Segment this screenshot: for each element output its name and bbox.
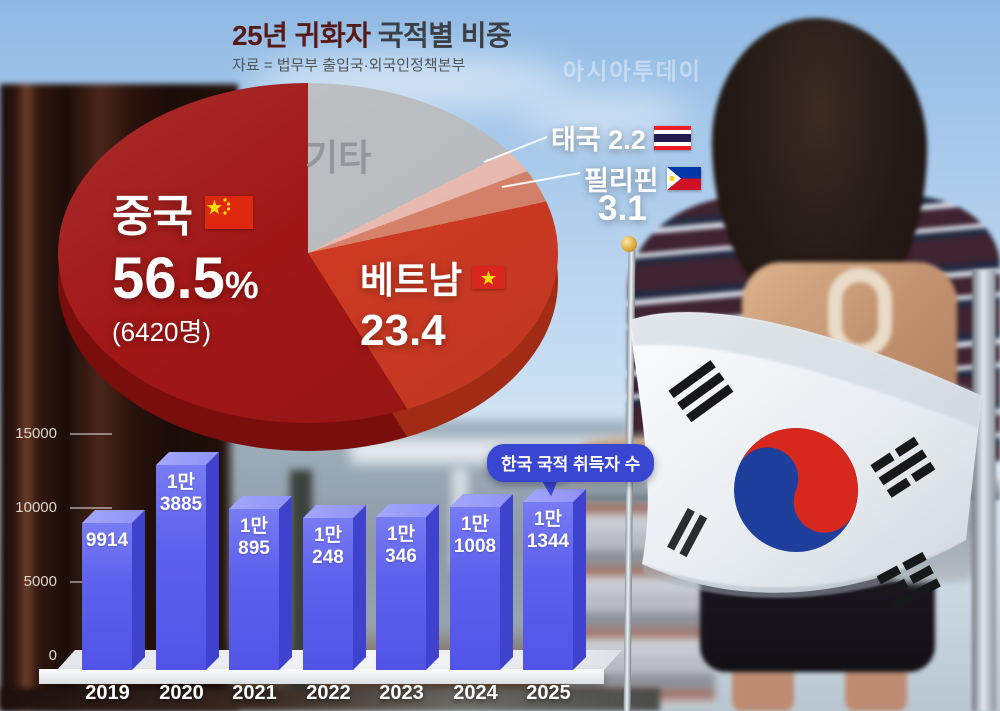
bar-top-face: [229, 496, 292, 509]
bar-top-face: [523, 489, 586, 502]
bar-value-label: 1만 1008: [453, 514, 497, 557]
bar-value-label: 1만 346: [385, 524, 417, 567]
x-axis-label-2024: 2024: [453, 682, 498, 704]
bar-2020: 1만 3885: [156, 452, 219, 670]
bar-2024: 1만 1008: [450, 494, 513, 670]
china-flag-icon: [204, 195, 253, 229]
backpack-handle: [828, 268, 892, 358]
taegeuk-symbol: [734, 428, 858, 552]
pie-label-others: 기타: [305, 137, 372, 178]
bar-side-face: [206, 452, 219, 670]
china-name: 중국: [112, 192, 193, 241]
y-axis-tick-label: 0: [48, 647, 57, 664]
bar-2022: 1만 248: [303, 505, 366, 670]
vietnam-percent: 23.4: [360, 306, 446, 355]
china-count: (6420명): [112, 317, 212, 347]
bar-front-face: [82, 523, 132, 670]
x-axis-label-2023: 2023: [379, 682, 424, 704]
bar-front-face: [156, 465, 206, 670]
bar-top-face: [303, 505, 366, 518]
y-axis-tick-label: 15000: [15, 425, 57, 442]
bar-side-face: [279, 496, 292, 670]
philippines-flag-icon: [666, 167, 701, 190]
bar-2021: 1만 895: [229, 496, 292, 670]
chart-platform-front: [39, 669, 604, 684]
y-axis-tick-label: 10000: [15, 499, 57, 516]
x-axis-label-2019: 2019: [85, 682, 130, 704]
bar-top-face: [376, 504, 439, 517]
source-credit: 자료 = 법무부 출입국·외국인정책본부: [232, 57, 466, 74]
y-axis-tick-label: 5000: [23, 573, 57, 590]
page-title: 25년 귀화자 국적별 비중: [232, 14, 512, 54]
bar-value-label: 1만 248: [312, 525, 344, 568]
bar-front-face: [229, 509, 279, 670]
philippines-percent: 3.1: [598, 189, 647, 228]
bar-front-face: [303, 518, 353, 670]
trigrams: [667, 360, 941, 611]
flagpole-finial: [621, 236, 637, 252]
korean-flag: [630, 312, 982, 611]
thailand-flag-icon: [653, 125, 691, 150]
title-strong: 25년 귀화자: [232, 20, 371, 51]
bar-side-face: [573, 489, 586, 670]
pie-chart: [58, 83, 558, 423]
pie-label-thailand: 태국 2.2: [551, 118, 691, 157]
y-axis-tick-mark: [70, 433, 112, 435]
x-axis-label-2025: 2025: [526, 682, 571, 704]
bar-top-face: [156, 452, 219, 465]
vietnam-name: 베트남: [360, 260, 463, 301]
bar-side-face: [353, 505, 366, 670]
bar-front-face: [450, 507, 500, 670]
bar-2019: 9914: [82, 510, 145, 670]
x-axis-label-2022: 2022: [306, 682, 351, 704]
pie-label-philippines: 필리핀: [584, 159, 701, 198]
y-axis-tick-mark: [70, 507, 112, 509]
philippines-name: 필리핀: [584, 166, 659, 196]
bar-chart-title-badge: 한국 국적 취득자 수: [487, 444, 655, 482]
bar-top-face: [82, 510, 145, 523]
bar-side-face: [132, 510, 145, 670]
bar-value-label: 1만 3885: [159, 472, 203, 515]
watermark: 아시아투데이: [563, 58, 702, 84]
china-percent-unit: %: [224, 265, 259, 307]
bar-front-face: [376, 517, 426, 670]
blurred-floor: [0, 688, 660, 711]
bar-2025: 1만 1344: [523, 489, 586, 670]
pie-label-vietnam: 베트남 23.4: [360, 250, 506, 356]
x-axis-label-2020: 2020: [159, 682, 204, 704]
pie-label-china: 중국 56.5% (6420명): [112, 180, 259, 349]
thailand-name: 태국 2.2: [551, 125, 646, 155]
vietnam-flag-icon: [472, 265, 506, 289]
bar-value-label: 1만 1344: [526, 509, 570, 552]
bar-side-face: [426, 504, 439, 670]
x-axis-label-2021: 2021: [232, 682, 277, 704]
bar-2023: 1만 346: [376, 504, 439, 670]
bar-top-face: [450, 494, 513, 507]
china-percent: 56.5: [112, 246, 225, 311]
bar-front-face: [523, 502, 573, 670]
bar-side-face: [500, 494, 513, 670]
title-rest: 국적별 비중: [370, 20, 512, 51]
bar-value-label: 1만 895: [238, 516, 270, 559]
metal-pole: [972, 270, 996, 711]
bar-value-label: 9914: [85, 530, 129, 551]
